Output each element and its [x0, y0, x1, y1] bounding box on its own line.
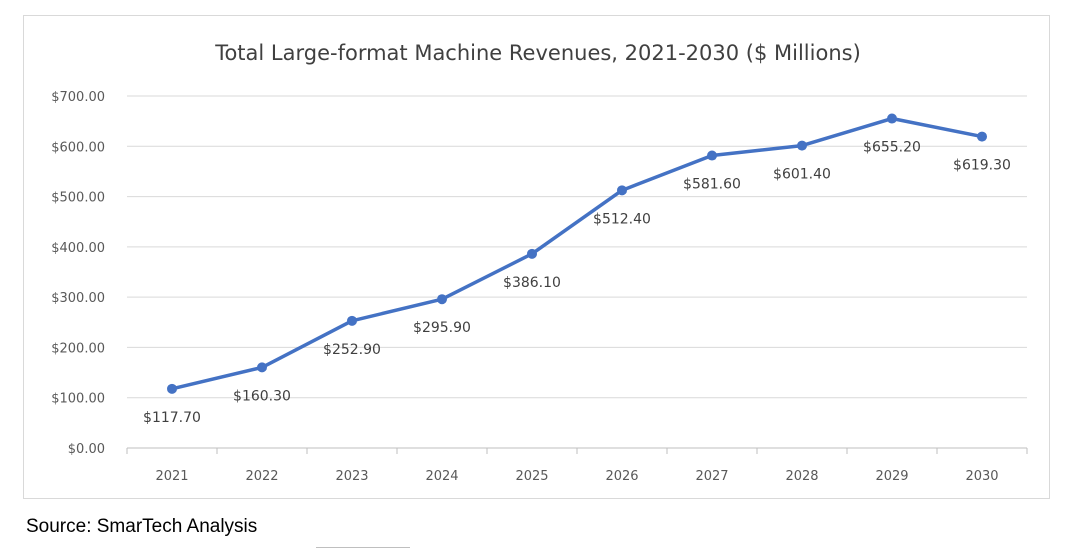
y-tick-label: $100.00: [51, 392, 105, 407]
x-tick-label: 2030: [965, 469, 998, 484]
y-tick-label: $500.00: [51, 191, 105, 206]
source-note: Source: SmarTech Analysis: [26, 516, 258, 537]
data-point: [437, 294, 447, 305]
data-point: [527, 248, 537, 259]
x-tick-label: 2024: [425, 469, 458, 484]
x-tick-label: 2028: [785, 469, 818, 484]
divider: [316, 547, 410, 548]
data-label: $512.40: [593, 211, 651, 227]
line-chart: Total Large-format Machine Revenues, 202…: [51, 41, 1028, 484]
x-tick-label: 2026: [605, 469, 638, 484]
data-point: [797, 140, 807, 151]
data-label: $160.30: [233, 388, 291, 404]
x-tick-label: 2022: [245, 469, 278, 484]
y-tick-label: $200.00: [51, 341, 105, 356]
data-point: [977, 131, 987, 142]
chart-title: Total Large-format Machine Revenues, 202…: [214, 41, 861, 65]
data-label: $252.90: [323, 342, 381, 358]
x-tick-label: 2025: [515, 469, 548, 484]
data-label: $655.20: [863, 140, 921, 156]
data-point: [347, 315, 357, 326]
data-point: [707, 150, 717, 161]
data-point: [167, 383, 177, 394]
x-tick-label: 2027: [695, 469, 728, 484]
data-label: $295.90: [413, 320, 471, 336]
y-tick-label: $700.00: [51, 90, 105, 105]
data-point: [257, 362, 267, 373]
data-point: [887, 113, 897, 124]
x-tick-label: 2023: [335, 469, 368, 484]
data-label: $581.60: [683, 177, 741, 193]
x-tick-label: 2021: [155, 469, 188, 484]
data-label: $117.70: [143, 410, 201, 426]
x-tick-label: 2029: [875, 469, 908, 484]
y-tick-label: $600.00: [51, 140, 105, 155]
data-label: $386.10: [503, 275, 561, 291]
data-point: [617, 185, 627, 196]
y-tick-label: $300.00: [51, 291, 105, 306]
data-label: $619.30: [953, 158, 1011, 174]
series-line: [170, 116, 984, 391]
y-tick-label: $0.00: [68, 442, 105, 457]
data-label: $601.40: [773, 167, 831, 183]
y-tick-label: $400.00: [51, 241, 105, 256]
